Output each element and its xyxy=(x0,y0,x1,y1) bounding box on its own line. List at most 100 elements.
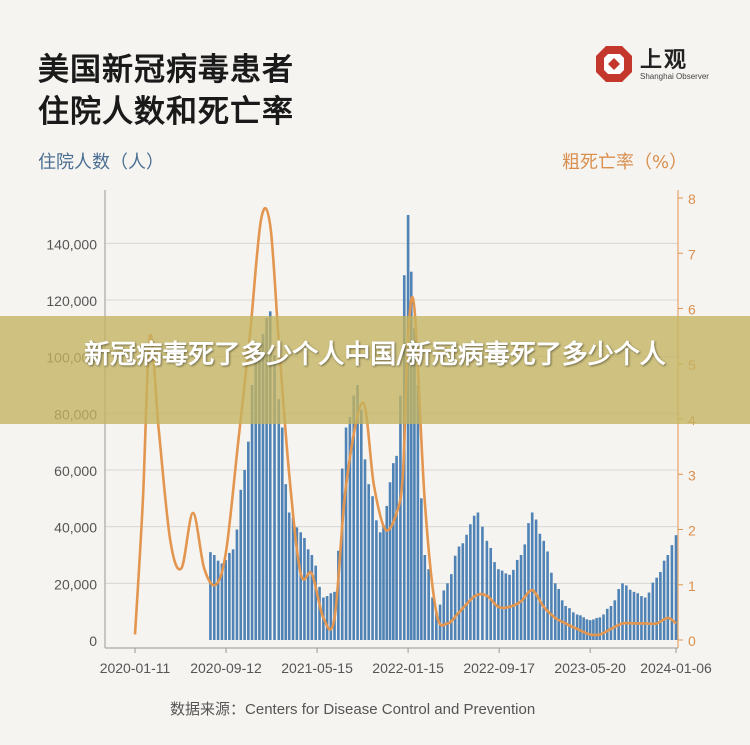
bar xyxy=(647,592,651,640)
bar xyxy=(265,317,268,640)
bar xyxy=(340,468,344,640)
bar xyxy=(231,549,235,640)
bar xyxy=(530,512,534,640)
bar xyxy=(476,512,480,640)
bar xyxy=(651,582,655,640)
bar xyxy=(617,589,620,640)
y-right-tick-label: 7 xyxy=(688,246,696,262)
banner-text: 新冠病毒死了多少个人中国/新冠病毒死了多少个人 xyxy=(84,340,666,370)
bar xyxy=(209,552,212,640)
line-series xyxy=(133,207,677,637)
bar xyxy=(392,463,395,640)
bar xyxy=(371,496,374,640)
bar xyxy=(602,614,605,640)
shanghai-observer-logo: 上观 Shanghai Observer xyxy=(594,42,714,88)
bar xyxy=(382,525,385,640)
x-tick-label: 2022-09-17 xyxy=(463,660,535,676)
y-left-tick-label: 40,000 xyxy=(54,520,97,536)
bar xyxy=(395,455,398,640)
bar xyxy=(493,562,496,640)
bar xyxy=(367,484,371,640)
bar xyxy=(613,600,617,640)
bar xyxy=(303,538,306,640)
bar-series xyxy=(209,215,678,640)
bar xyxy=(442,590,446,640)
bar xyxy=(416,385,420,640)
bar xyxy=(632,591,636,640)
bar xyxy=(519,555,523,640)
bar xyxy=(314,565,318,640)
bar xyxy=(628,589,632,640)
bar xyxy=(595,618,598,640)
source-label: 数据来源： xyxy=(170,700,246,718)
bar xyxy=(557,589,561,640)
bar xyxy=(423,555,427,640)
bar xyxy=(268,311,272,640)
y-axis-left-ticks: 020,00040,00060,00080,000100,000120,0001… xyxy=(46,236,97,649)
bar xyxy=(453,555,457,640)
bar xyxy=(674,535,678,640)
bar xyxy=(258,350,261,640)
chart-title-line1: 美国新冠病毒患者 xyxy=(38,52,294,88)
bar xyxy=(284,484,288,640)
y-right-tick-label: 3 xyxy=(688,467,696,483)
x-tick-label: 2020-09-12 xyxy=(190,660,262,676)
bar xyxy=(337,550,340,640)
bar xyxy=(621,583,624,640)
bar xyxy=(588,620,592,640)
bar xyxy=(500,570,504,640)
bar xyxy=(592,619,595,640)
y-right-tick-label: 8 xyxy=(688,191,696,207)
bar xyxy=(481,526,484,640)
bar xyxy=(472,515,476,640)
bar xyxy=(280,427,284,640)
bar xyxy=(216,560,220,640)
y-right-tick-label: 6 xyxy=(688,302,696,318)
bar xyxy=(273,355,276,640)
bar xyxy=(247,441,250,640)
bar xyxy=(329,593,333,640)
bar xyxy=(435,611,438,640)
bar xyxy=(461,543,465,640)
bar xyxy=(450,574,453,640)
bar xyxy=(224,559,227,640)
y-left-tick-label: 140,000 xyxy=(46,236,97,252)
bar xyxy=(609,606,613,640)
shanghai-observer-logo-icon xyxy=(596,46,632,82)
bar xyxy=(670,545,674,640)
bar xyxy=(420,498,423,640)
y-right-tick-label: 1 xyxy=(688,578,696,594)
bar xyxy=(261,334,265,640)
bar xyxy=(235,529,239,640)
bar xyxy=(356,385,359,640)
bar xyxy=(582,617,585,640)
logo-subtitle: Shanghai Observer xyxy=(640,72,709,81)
y-left-tick-label: 20,000 xyxy=(54,576,97,592)
bar xyxy=(254,356,258,640)
bar xyxy=(662,560,666,640)
bar xyxy=(579,615,582,640)
x-axis-ticks: 2020-01-11 2020-09-12 2021-05-15 2022-01-15… xyxy=(100,648,712,676)
bar xyxy=(359,409,363,640)
bar xyxy=(640,596,643,640)
x-tick-label: 2022-01-15 xyxy=(372,660,444,676)
bar xyxy=(277,399,281,640)
bar xyxy=(431,597,434,640)
bar xyxy=(598,617,602,640)
y-axis-right-title: 粗死亡率（%） xyxy=(562,152,688,173)
y-axis-left-title: 住院人数（人） xyxy=(38,152,164,173)
x-tick-label: 2020-01-11 xyxy=(100,660,171,676)
bar xyxy=(406,215,410,640)
bar xyxy=(295,527,299,640)
bar xyxy=(385,505,389,640)
y-left-tick-label: 0 xyxy=(89,633,97,649)
logo-name: 上观 xyxy=(640,48,689,73)
bar xyxy=(636,593,640,640)
bar xyxy=(220,563,224,640)
bar xyxy=(546,551,549,640)
bar xyxy=(352,395,356,640)
bar xyxy=(655,577,658,640)
bar xyxy=(605,608,609,640)
